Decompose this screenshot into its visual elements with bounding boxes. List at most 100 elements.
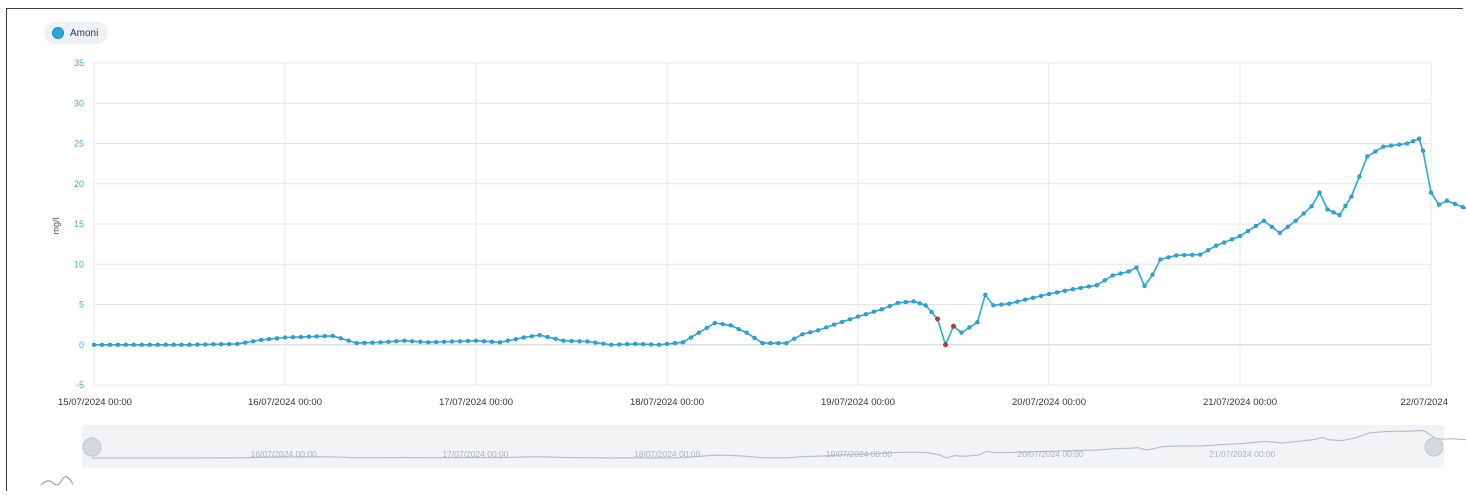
data-point[interactable]: [251, 339, 256, 344]
data-point[interactable]: [1166, 255, 1171, 260]
data-point[interactable]: [123, 342, 128, 347]
data-point[interactable]: [625, 342, 630, 347]
data-point[interactable]: [1190, 252, 1195, 258]
data-point[interactable]: [521, 335, 526, 340]
data-point[interactable]: [1046, 291, 1052, 297]
data-point[interactable]: [1015, 299, 1020, 304]
data-point[interactable]: [497, 340, 503, 345]
data-point[interactable]: [1365, 154, 1370, 159]
data-point[interactable]: [553, 336, 558, 341]
highlighted-point[interactable]: [943, 342, 948, 348]
data-point[interactable]: [187, 342, 192, 347]
data-point[interactable]: [1301, 211, 1306, 216]
data-point[interactable]: [1331, 210, 1336, 215]
data-point[interactable]: [656, 342, 662, 347]
data-point[interactable]: [728, 323, 733, 328]
data-point[interactable]: [147, 342, 152, 347]
data-point[interactable]: [999, 302, 1004, 307]
data-point[interactable]: [1293, 218, 1298, 223]
data-point[interactable]: [266, 336, 272, 342]
navigator-right-handle[interactable]: [1424, 437, 1444, 457]
data-point[interactable]: [1404, 141, 1410, 146]
data-point[interactable]: [1126, 269, 1131, 274]
data-point[interactable]: [768, 340, 773, 346]
data-point[interactable]: [1357, 174, 1362, 179]
data-point[interactable]: [1309, 204, 1314, 209]
data-point[interactable]: [1337, 212, 1342, 218]
data-point[interactable]: [227, 341, 232, 347]
data-point[interactable]: [338, 336, 343, 341]
data-point[interactable]: [1277, 230, 1282, 236]
data-point[interactable]: [139, 342, 144, 347]
data-point[interactable]: [211, 342, 216, 347]
data-point[interactable]: [839, 319, 845, 325]
data-point[interactable]: [330, 333, 335, 339]
data-point[interactable]: [258, 337, 264, 343]
data-point[interactable]: [442, 339, 447, 344]
data-point[interactable]: [1030, 295, 1036, 300]
data-point[interactable]: [179, 342, 184, 347]
data-point[interactable]: [923, 303, 928, 308]
data-point[interactable]: [1022, 297, 1028, 302]
data-point[interactable]: [131, 342, 136, 347]
data-point[interactable]: [386, 339, 391, 344]
data-point[interactable]: [171, 342, 176, 347]
data-point[interactable]: [601, 341, 606, 346]
data-point[interactable]: [929, 309, 934, 315]
data-point[interactable]: [1102, 278, 1107, 283]
data-point[interactable]: [895, 300, 900, 306]
data-point[interactable]: [1229, 237, 1235, 242]
data-point[interactable]: [107, 342, 113, 347]
data-point[interactable]: [1237, 233, 1243, 239]
data-point[interactable]: [235, 341, 240, 347]
data-point[interactable]: [871, 309, 877, 314]
data-point[interactable]: [1158, 257, 1163, 262]
data-point[interactable]: [1206, 248, 1211, 253]
data-point[interactable]: [569, 338, 574, 344]
data-point[interactable]: [1245, 228, 1251, 234]
data-point[interactable]: [680, 340, 686, 345]
data-point[interactable]: [163, 342, 168, 347]
data-point[interactable]: [219, 342, 224, 347]
data-point[interactable]: [903, 299, 908, 305]
data-point[interactable]: [1410, 138, 1416, 144]
data-point[interactable]: [203, 342, 208, 347]
data-point[interactable]: [1078, 285, 1083, 291]
data-point[interactable]: [887, 303, 892, 309]
data-point[interactable]: [449, 339, 455, 344]
data-point[interactable]: [561, 338, 566, 343]
data-point[interactable]: [1142, 283, 1147, 289]
data-point[interactable]: [720, 322, 725, 327]
data-point[interactable]: [879, 307, 885, 312]
data-point[interactable]: [274, 336, 280, 341]
data-point[interactable]: [800, 332, 805, 337]
data-point[interactable]: [1285, 224, 1290, 229]
data-point[interactable]: [1174, 253, 1179, 258]
legend-item-amoni[interactable]: Amoni: [44, 22, 109, 44]
data-point[interactable]: [314, 334, 319, 339]
data-point[interactable]: [115, 342, 121, 347]
data-point[interactable]: [370, 340, 375, 345]
data-point[interactable]: [1094, 283, 1099, 288]
data-point[interactable]: [847, 317, 853, 322]
data-point[interactable]: [1420, 148, 1426, 153]
data-point[interactable]: [609, 342, 614, 347]
data-point[interactable]: [633, 341, 638, 347]
data-point[interactable]: [1086, 284, 1091, 289]
data-point[interactable]: [394, 339, 399, 344]
data-point[interactable]: [967, 325, 972, 330]
data-point[interactable]: [378, 340, 383, 345]
data-point[interactable]: [760, 340, 765, 346]
data-point[interactable]: [816, 328, 821, 333]
data-point[interactable]: [426, 340, 431, 345]
data-point[interactable]: [824, 325, 829, 330]
data-point[interactable]: [1261, 218, 1267, 223]
data-point[interactable]: [306, 334, 312, 339]
data-point[interactable]: [434, 339, 439, 345]
data-point[interactable]: [1317, 190, 1322, 195]
data-point[interactable]: [593, 340, 598, 345]
data-point[interactable]: [792, 336, 797, 341]
data-point[interactable]: [1373, 149, 1378, 154]
data-point[interactable]: [537, 332, 542, 338]
data-point[interactable]: [1343, 203, 1348, 209]
